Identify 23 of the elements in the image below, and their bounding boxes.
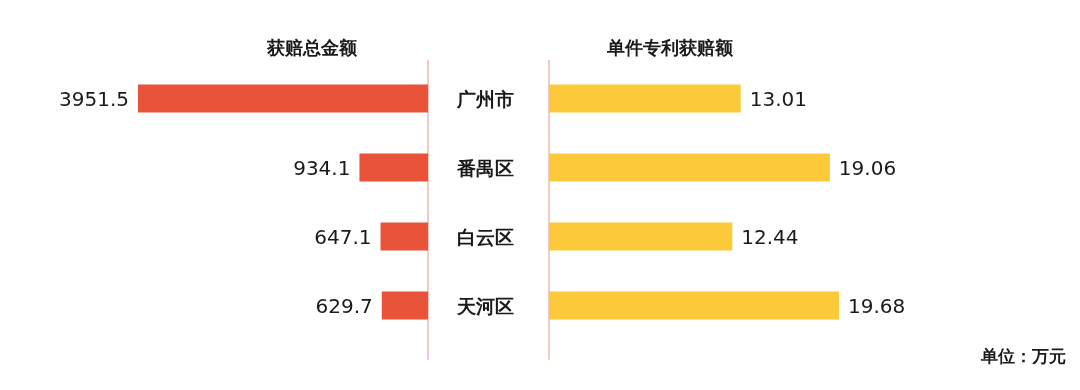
- data-label: 13.01: [749, 86, 807, 111]
- data-label: 3951.5: [59, 86, 129, 111]
- chart-title: 获赔总金额: [266, 37, 358, 58]
- bar: [138, 84, 428, 113]
- bar: [380, 222, 428, 251]
- bar: [549, 222, 733, 251]
- bar: [359, 153, 428, 182]
- bar: [549, 291, 839, 320]
- data-label: 12.44: [741, 224, 799, 249]
- data-label: 629.7: [315, 293, 373, 318]
- bar: [549, 153, 830, 182]
- y-tick-label: 白云区: [456, 225, 514, 248]
- y-tick-label: 天河区: [455, 294, 514, 317]
- data-label: 19.06: [838, 155, 897, 180]
- y-tick-label: 广州市: [455, 87, 514, 110]
- bar: [549, 84, 741, 113]
- text: 单位：万元: [980, 346, 1066, 366]
- chart-title: 单件专利获赔额: [606, 37, 734, 58]
- bar: [381, 291, 428, 320]
- data-label: 934.1: [293, 155, 351, 180]
- data-label: 647.1: [314, 224, 372, 249]
- y-tick-label: 番禺区: [455, 156, 514, 179]
- data-label: 19.68: [848, 293, 906, 318]
